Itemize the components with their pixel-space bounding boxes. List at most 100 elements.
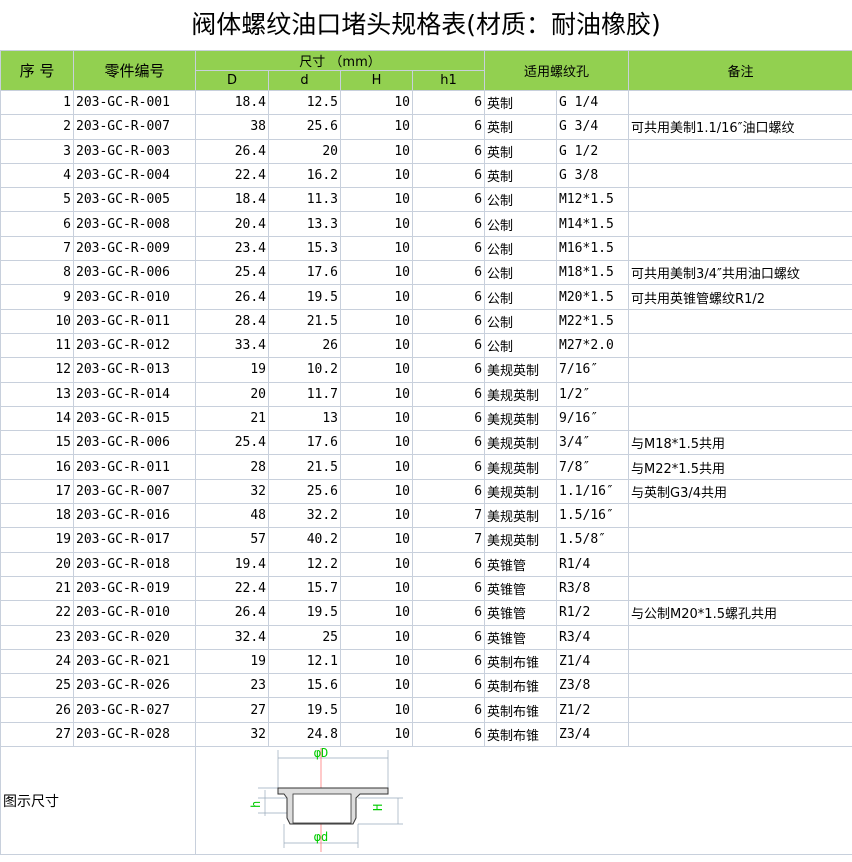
cell-D: 28 — [195, 454, 269, 480]
cell-d: 16.2 — [268, 162, 341, 189]
cell-h1: 6 — [411, 600, 486, 626]
cell-thread-size: R1/4 — [556, 551, 630, 577]
cell-d: 17.6 — [268, 430, 341, 456]
cell-D: 32.4 — [195, 624, 269, 650]
cell-h1: 6 — [411, 405, 486, 432]
table-row: 9 203-GC-R-010 26.4 19.5 10 6 公制 M20*1.5 可共用英锥管螺… — [0, 284, 852, 310]
cell-part-number: 203-GC-R-008 — [73, 211, 196, 237]
header-size: 尺寸 （mm） — [194, 50, 486, 71]
cell-thread-type: 英制布锥 — [484, 648, 558, 675]
cell-seq: 25 — [0, 673, 74, 699]
cell-H: 10 — [340, 381, 413, 407]
cell-h1: 6 — [411, 235, 486, 262]
cell-h1: 6 — [411, 332, 486, 359]
cell-thread-type: 美规英制 — [484, 381, 558, 407]
cell-H: 10 — [340, 503, 413, 529]
cell-seq: 20 — [0, 551, 74, 577]
cell-note — [628, 673, 852, 699]
cell-thread-type: 公制 — [484, 211, 558, 237]
diagram-cell: φD φd H h — [194, 746, 852, 856]
dim-d-label: φd — [314, 830, 328, 844]
cell-thread-size: M20*1.5 — [556, 284, 630, 310]
cell-seq: 6 — [0, 211, 74, 237]
cell-thread-type: 公制 — [484, 187, 558, 213]
cell-part-number: 203-GC-R-009 — [73, 235, 196, 262]
cell-H: 10 — [340, 600, 413, 626]
cell-D: 48 — [195, 503, 269, 529]
cell-d: 25 — [268, 624, 341, 650]
cell-d: 24.8 — [268, 721, 341, 748]
table-row: 20 203-GC-R-018 19.4 12.2 10 6 英锥管 R1/4 — [0, 551, 852, 577]
cell-d: 21.5 — [268, 308, 341, 334]
cell-d: 15.6 — [268, 673, 341, 699]
header-D: D — [195, 70, 269, 91]
cell-D: 19 — [195, 357, 269, 383]
cell-thread-size: Z1/4 — [556, 648, 630, 675]
cell-h1: 6 — [411, 697, 486, 723]
cell-note — [628, 357, 852, 383]
cell-D: 20 — [195, 381, 269, 407]
cell-seq: 21 — [0, 575, 74, 602]
cell-thread-type: 英制 — [484, 138, 558, 164]
cell-thread-type: 公制 — [484, 235, 558, 262]
cell-seq: 7 — [0, 235, 74, 262]
cell-thread-size: M16*1.5 — [556, 235, 630, 262]
cell-part-number: 203-GC-R-011 — [73, 454, 196, 480]
cell-thread-type: 英制 — [484, 114, 558, 140]
cell-D: 20.4 — [195, 211, 269, 237]
cell-d: 17.6 — [268, 260, 341, 286]
cell-thread-type: 美规英制 — [484, 478, 558, 505]
cell-H: 10 — [340, 648, 413, 675]
cell-seq: 14 — [0, 405, 74, 432]
cell-note — [628, 308, 852, 334]
cell-note — [628, 187, 852, 213]
cell-thread-size: G 3/4 — [556, 114, 630, 140]
cell-h1: 6 — [411, 89, 486, 116]
table-row: 13 203-GC-R-014 20 11.7 10 6 美规英制 1/2″ — [0, 381, 852, 407]
cell-H: 10 — [340, 114, 413, 140]
dim-h-label: h — [249, 801, 263, 808]
cell-part-number: 203-GC-R-010 — [73, 600, 196, 626]
cell-note — [628, 648, 852, 675]
cell-seq: 23 — [0, 624, 74, 650]
cell-D: 26.4 — [195, 138, 269, 164]
cell-part-number: 203-GC-R-007 — [73, 478, 196, 505]
cell-H: 10 — [340, 187, 413, 213]
cell-D: 23.4 — [195, 235, 269, 262]
cell-h1: 6 — [411, 114, 486, 140]
cell-seq: 17 — [0, 478, 74, 505]
cell-note — [628, 527, 852, 553]
cell-seq: 16 — [0, 454, 74, 480]
cell-D: 22.4 — [195, 575, 269, 602]
cell-seq: 24 — [0, 648, 74, 675]
cell-D: 19 — [195, 648, 269, 675]
cell-seq: 9 — [0, 284, 74, 310]
cell-D: 32 — [195, 721, 269, 748]
cell-thread-type: 美规英制 — [484, 430, 558, 456]
cell-seq: 3 — [0, 138, 74, 164]
cell-h1: 7 — [411, 503, 486, 529]
cell-thread-type: 公制 — [484, 260, 558, 286]
cell-seq: 10 — [0, 308, 74, 334]
cell-part-number: 203-GC-R-021 — [73, 648, 196, 675]
cell-D: 23 — [195, 673, 269, 699]
cell-part-number: 203-GC-R-016 — [73, 503, 196, 529]
cell-d: 20 — [268, 138, 341, 164]
cell-D: 26.4 — [195, 284, 269, 310]
page-title: 阀体螺纹油口堵头规格表(材质：耐油橡胶) — [191, 10, 661, 39]
cell-note — [628, 138, 852, 164]
cell-d: 13 — [268, 405, 341, 432]
table-row: 25 203-GC-R-026 23 15.6 10 6 英制布锥 Z3/8 — [0, 673, 852, 699]
cell-part-number: 203-GC-R-020 — [73, 624, 196, 650]
cell-thread-type: 美规英制 — [484, 405, 558, 432]
cell-note — [628, 89, 852, 116]
table-row: 19 203-GC-R-017 57 40.2 10 7 美规英制 1.5/8″ — [0, 527, 852, 553]
dim-D-label: φD — [314, 748, 328, 760]
cell-d: 10.2 — [268, 357, 341, 383]
cell-thread-size: Z3/4 — [556, 721, 630, 748]
cell-thread-type: 公制 — [484, 308, 558, 334]
table-row: 3 203-GC-R-003 26.4 20 10 6 英制 G 1/2 — [0, 138, 852, 164]
cell-H: 10 — [340, 478, 413, 505]
cell-d: 13.3 — [268, 211, 341, 237]
cell-note — [628, 697, 852, 723]
